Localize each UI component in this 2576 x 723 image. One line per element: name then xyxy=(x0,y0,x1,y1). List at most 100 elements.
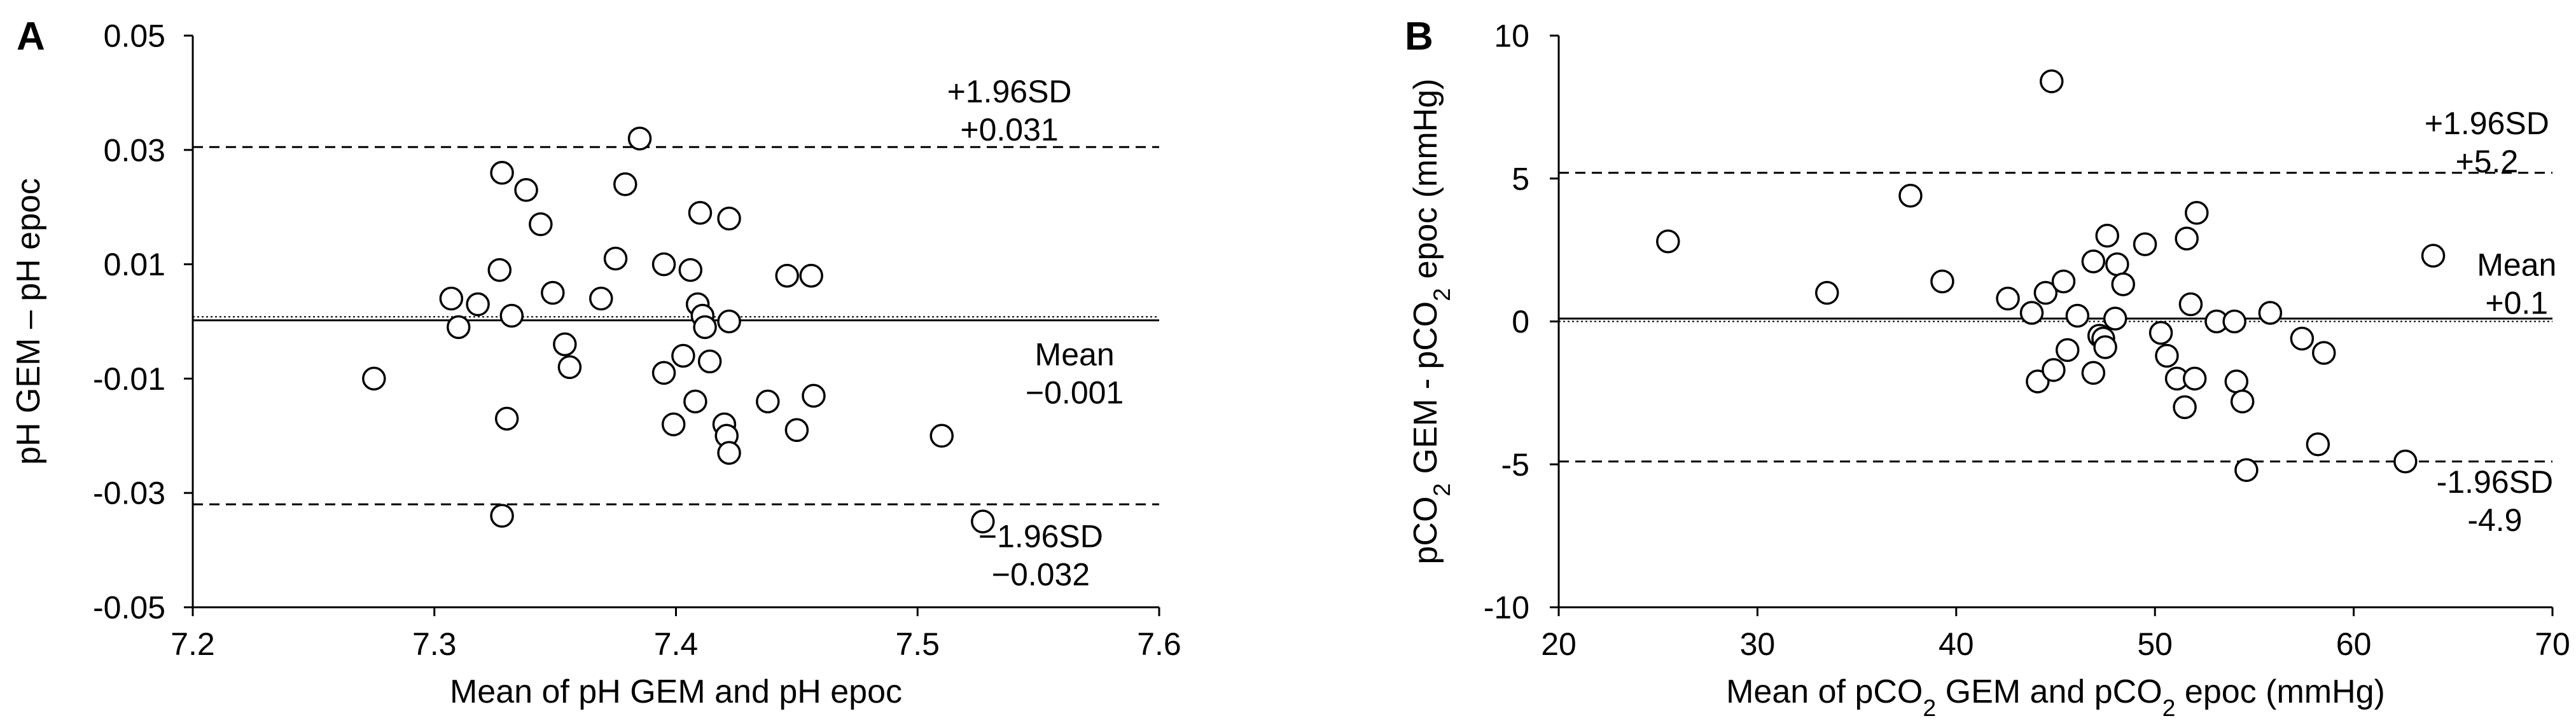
y-axis-label-sub2: 2 xyxy=(1428,288,1455,301)
data-point xyxy=(2178,292,2203,317)
y-tick-label: -10 xyxy=(1484,590,1529,626)
data-point xyxy=(775,263,799,288)
data-point xyxy=(799,263,823,288)
y-tick-label: -0.03 xyxy=(93,476,165,511)
upper-loa-label-line: +1.96SD xyxy=(947,74,1072,109)
data-point xyxy=(717,309,741,334)
data-point xyxy=(651,361,676,385)
x-axis-label: Mean of pCO2 GEM and pCO2 epoc (mmHg) xyxy=(1726,673,2385,721)
data-point xyxy=(2421,244,2446,268)
data-point xyxy=(487,258,512,282)
data-point xyxy=(693,315,717,340)
data-point xyxy=(2026,369,2050,394)
x-tick-label: 7.4 xyxy=(654,626,699,662)
data-point xyxy=(553,332,577,357)
data-point xyxy=(627,127,652,151)
data-point xyxy=(2222,309,2246,334)
data-point xyxy=(2155,343,2179,368)
data-point xyxy=(2033,280,2058,305)
data-point xyxy=(2019,301,2044,325)
data-point xyxy=(2111,272,2135,296)
y-tick-label: 0 xyxy=(1512,304,1529,340)
data-point xyxy=(2103,306,2127,331)
data-point xyxy=(557,355,582,380)
y-axis-label: pH GEM – pH epoc xyxy=(10,178,47,465)
x-tick-label: 70 xyxy=(2535,626,2570,662)
data-point xyxy=(2258,301,2283,325)
data-point xyxy=(683,389,707,414)
data-point xyxy=(529,212,553,237)
data-point xyxy=(541,280,565,305)
data-point xyxy=(1898,183,1923,208)
data-point xyxy=(2081,249,2106,273)
data-point xyxy=(756,389,780,414)
data-point xyxy=(2185,200,2209,225)
x-tick-label: 7.5 xyxy=(895,626,940,662)
data-point xyxy=(717,206,741,231)
data-point xyxy=(499,303,524,328)
y-axis-label-post: epoc (mmHg) xyxy=(1407,79,1444,288)
data-point xyxy=(2093,335,2117,359)
data-point xyxy=(2311,341,2336,365)
y-tick-label: -0.01 xyxy=(93,361,165,397)
data-point xyxy=(2133,232,2157,256)
data-point xyxy=(446,315,471,340)
data-point xyxy=(2224,369,2249,394)
y-tick-label: 0.05 xyxy=(104,18,165,54)
mean-label-line: +0.1 xyxy=(2485,286,2548,321)
data-point xyxy=(2393,450,2418,474)
panel-a-bland-altman-ph: A -0.05 -0.03 -0.01 0.01 0.03 0.05 7.2 7.3 7.4 7.5… xyxy=(10,15,1181,710)
x-tick-label: 40 xyxy=(1939,626,1974,662)
data-point xyxy=(2055,338,2080,362)
data-point xyxy=(2105,252,2129,277)
data-point xyxy=(2040,69,2064,93)
data-point xyxy=(2042,358,2066,382)
data-point xyxy=(2306,432,2330,457)
data-point xyxy=(1996,286,2020,311)
data-point xyxy=(2175,226,2199,251)
data-point xyxy=(688,200,713,225)
x-tick-label: 50 xyxy=(2137,626,2173,662)
data-point xyxy=(1930,269,1954,294)
data-point xyxy=(2290,326,2315,351)
x-axis-label: Mean of pH GEM and pH epoc xyxy=(450,673,902,710)
x-axis-label-post: epoc (mmHg) xyxy=(2175,673,2385,710)
data-point xyxy=(2065,303,2090,328)
data-point xyxy=(2234,458,2259,482)
y-axis-label: pCO2 GEM - pCO2 epoc (mmHg) xyxy=(1407,79,1455,565)
lower-loa-label-line: −0.032 xyxy=(992,557,1090,593)
data-point xyxy=(651,252,676,277)
mean-label-line: −0.001 xyxy=(1026,375,1124,411)
data-point xyxy=(362,366,386,391)
mean-label-line: Mean xyxy=(2477,247,2556,283)
y-tick-label: -5 xyxy=(1501,447,1529,483)
data-point xyxy=(603,246,628,271)
lower-loa-label-line: -4.9 xyxy=(2467,502,2522,538)
data-point xyxy=(2051,269,2076,294)
y-tick-label: -0.05 xyxy=(93,590,165,626)
x-tick-label: 30 xyxy=(1740,626,1776,662)
data-point xyxy=(514,177,538,202)
x-tick-label: 7.6 xyxy=(1137,626,1181,662)
data-point xyxy=(2173,395,2197,420)
data-point xyxy=(2095,223,2119,248)
y-tick-label: 0.01 xyxy=(104,247,165,282)
data-point xyxy=(2182,366,2207,391)
x-axis-label-mid: GEM and pCO xyxy=(1936,673,2162,710)
x-axis-label-pre: Mean of pCO xyxy=(1726,673,1923,710)
data-point xyxy=(2230,389,2255,414)
data-point xyxy=(784,418,809,443)
y-axis-label-pre: pCO xyxy=(1407,497,1444,565)
upper-loa-label-line: +0.031 xyxy=(960,112,1058,148)
data-point xyxy=(802,383,826,408)
data-point xyxy=(697,349,722,374)
lower-loa-label-line: -1.96SD xyxy=(2437,464,2553,500)
data-point xyxy=(490,504,514,528)
mean-label-line: Mean xyxy=(1035,337,1115,373)
data-point xyxy=(2081,361,2106,385)
data-point xyxy=(971,509,995,534)
lower-loa-label-line: −1.96SD xyxy=(978,519,1103,554)
y-tick-label: 0.03 xyxy=(104,132,165,168)
